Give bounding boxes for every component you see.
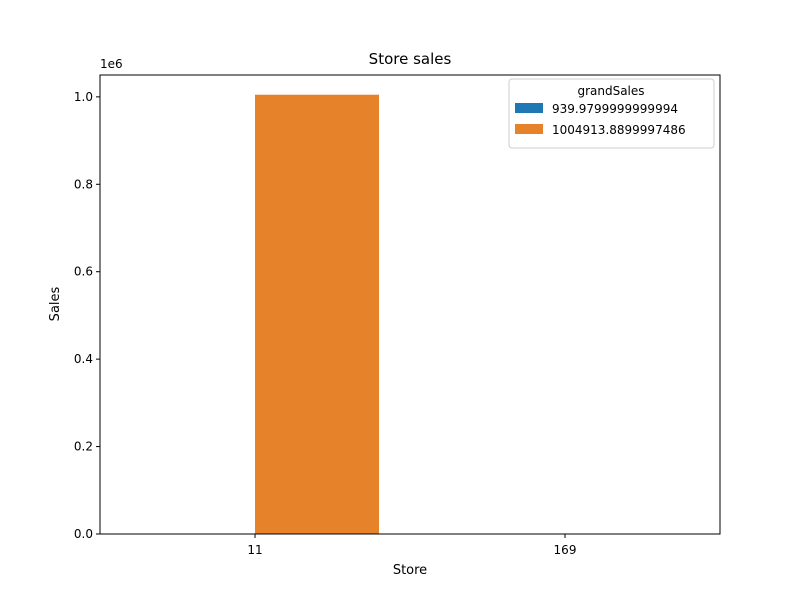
- y-tick-label: 0.2: [74, 440, 93, 454]
- y-axis-label: Sales: [48, 286, 63, 321]
- y-axis-ticks: 0.0 0.2 0.4 0.6 0.8 1.0: [74, 90, 100, 541]
- y-tick-label: 0.4: [74, 352, 93, 366]
- legend-title: grandSales: [577, 84, 644, 98]
- legend-swatch: [515, 103, 543, 113]
- y-tick-label: 1.0: [74, 90, 93, 104]
- bars-group: [255, 94, 565, 535]
- y-tick-label: 0.0: [74, 527, 93, 541]
- legend-label: 939.9799999999994: [552, 102, 678, 116]
- legend-label: 1004913.8899997486: [552, 123, 686, 137]
- bar: [255, 94, 379, 534]
- legend: grandSales 939.9799999999994 1004913.8899…: [508, 78, 715, 149]
- x-tick-label: 11: [247, 543, 262, 557]
- y-tick-label: 0.6: [74, 265, 93, 279]
- plot-frame: [99, 74, 721, 535]
- chart-title: Store sales: [369, 50, 452, 68]
- x-tick-label: 169: [554, 543, 577, 557]
- x-axis-label: Store: [393, 563, 427, 578]
- y-offset-label: 1e6: [100, 57, 123, 71]
- legend-entries: 939.9799999999994 1004913.8899997486: [515, 102, 686, 137]
- y-tick-label: 0.8: [74, 177, 93, 191]
- legend-box: [508, 78, 715, 149]
- x-axis-ticks: 11 169: [247, 534, 576, 557]
- legend-swatch: [515, 124, 543, 134]
